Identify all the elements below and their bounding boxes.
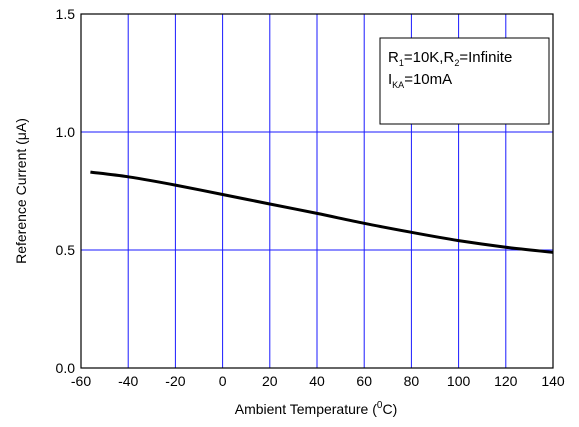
legend-line-resistors: R1=10K,R2=Infinite: [388, 49, 512, 68]
legend: R1=10K,R2=Infinite IKA=10mA: [379, 37, 550, 125]
y-axis-label: Reference Current (μA): [13, 118, 29, 264]
x-tick-label: -60: [71, 373, 91, 389]
x-tick-label: 0: [219, 373, 227, 389]
x-tick-label: 120: [494, 373, 518, 389]
y-tick-label: 0.0: [56, 360, 76, 376]
x-tick-label: -40: [118, 373, 138, 389]
legend-line-current: IKA=10mA: [388, 71, 452, 90]
series-line-reference-current: [90, 170, 554, 254]
x-tick-labels: -60 -40 -20 0 20 40 60 80 100 120 140: [71, 373, 565, 389]
plot-frame: [80, 13, 554, 369]
y-tick-labels: 0.0 0.5 1.0 1.5: [56, 6, 76, 376]
x-tick-label: 80: [404, 373, 420, 389]
x-tick-label: 60: [356, 373, 372, 389]
y-tick-label: 1.5: [56, 6, 76, 22]
x-tick-label: -20: [165, 373, 185, 389]
x-axis-label: Ambient Temperature (0C): [235, 400, 397, 417]
legend-box: [379, 37, 550, 125]
x-tick-label: 40: [309, 373, 325, 389]
x-tick-label: 140: [541, 373, 565, 389]
x-tick-label: 20: [262, 373, 278, 389]
x-tick-label: 100: [447, 373, 471, 389]
y-tick-label: 1.0: [56, 124, 76, 140]
y-tick-label: 0.5: [56, 242, 76, 258]
